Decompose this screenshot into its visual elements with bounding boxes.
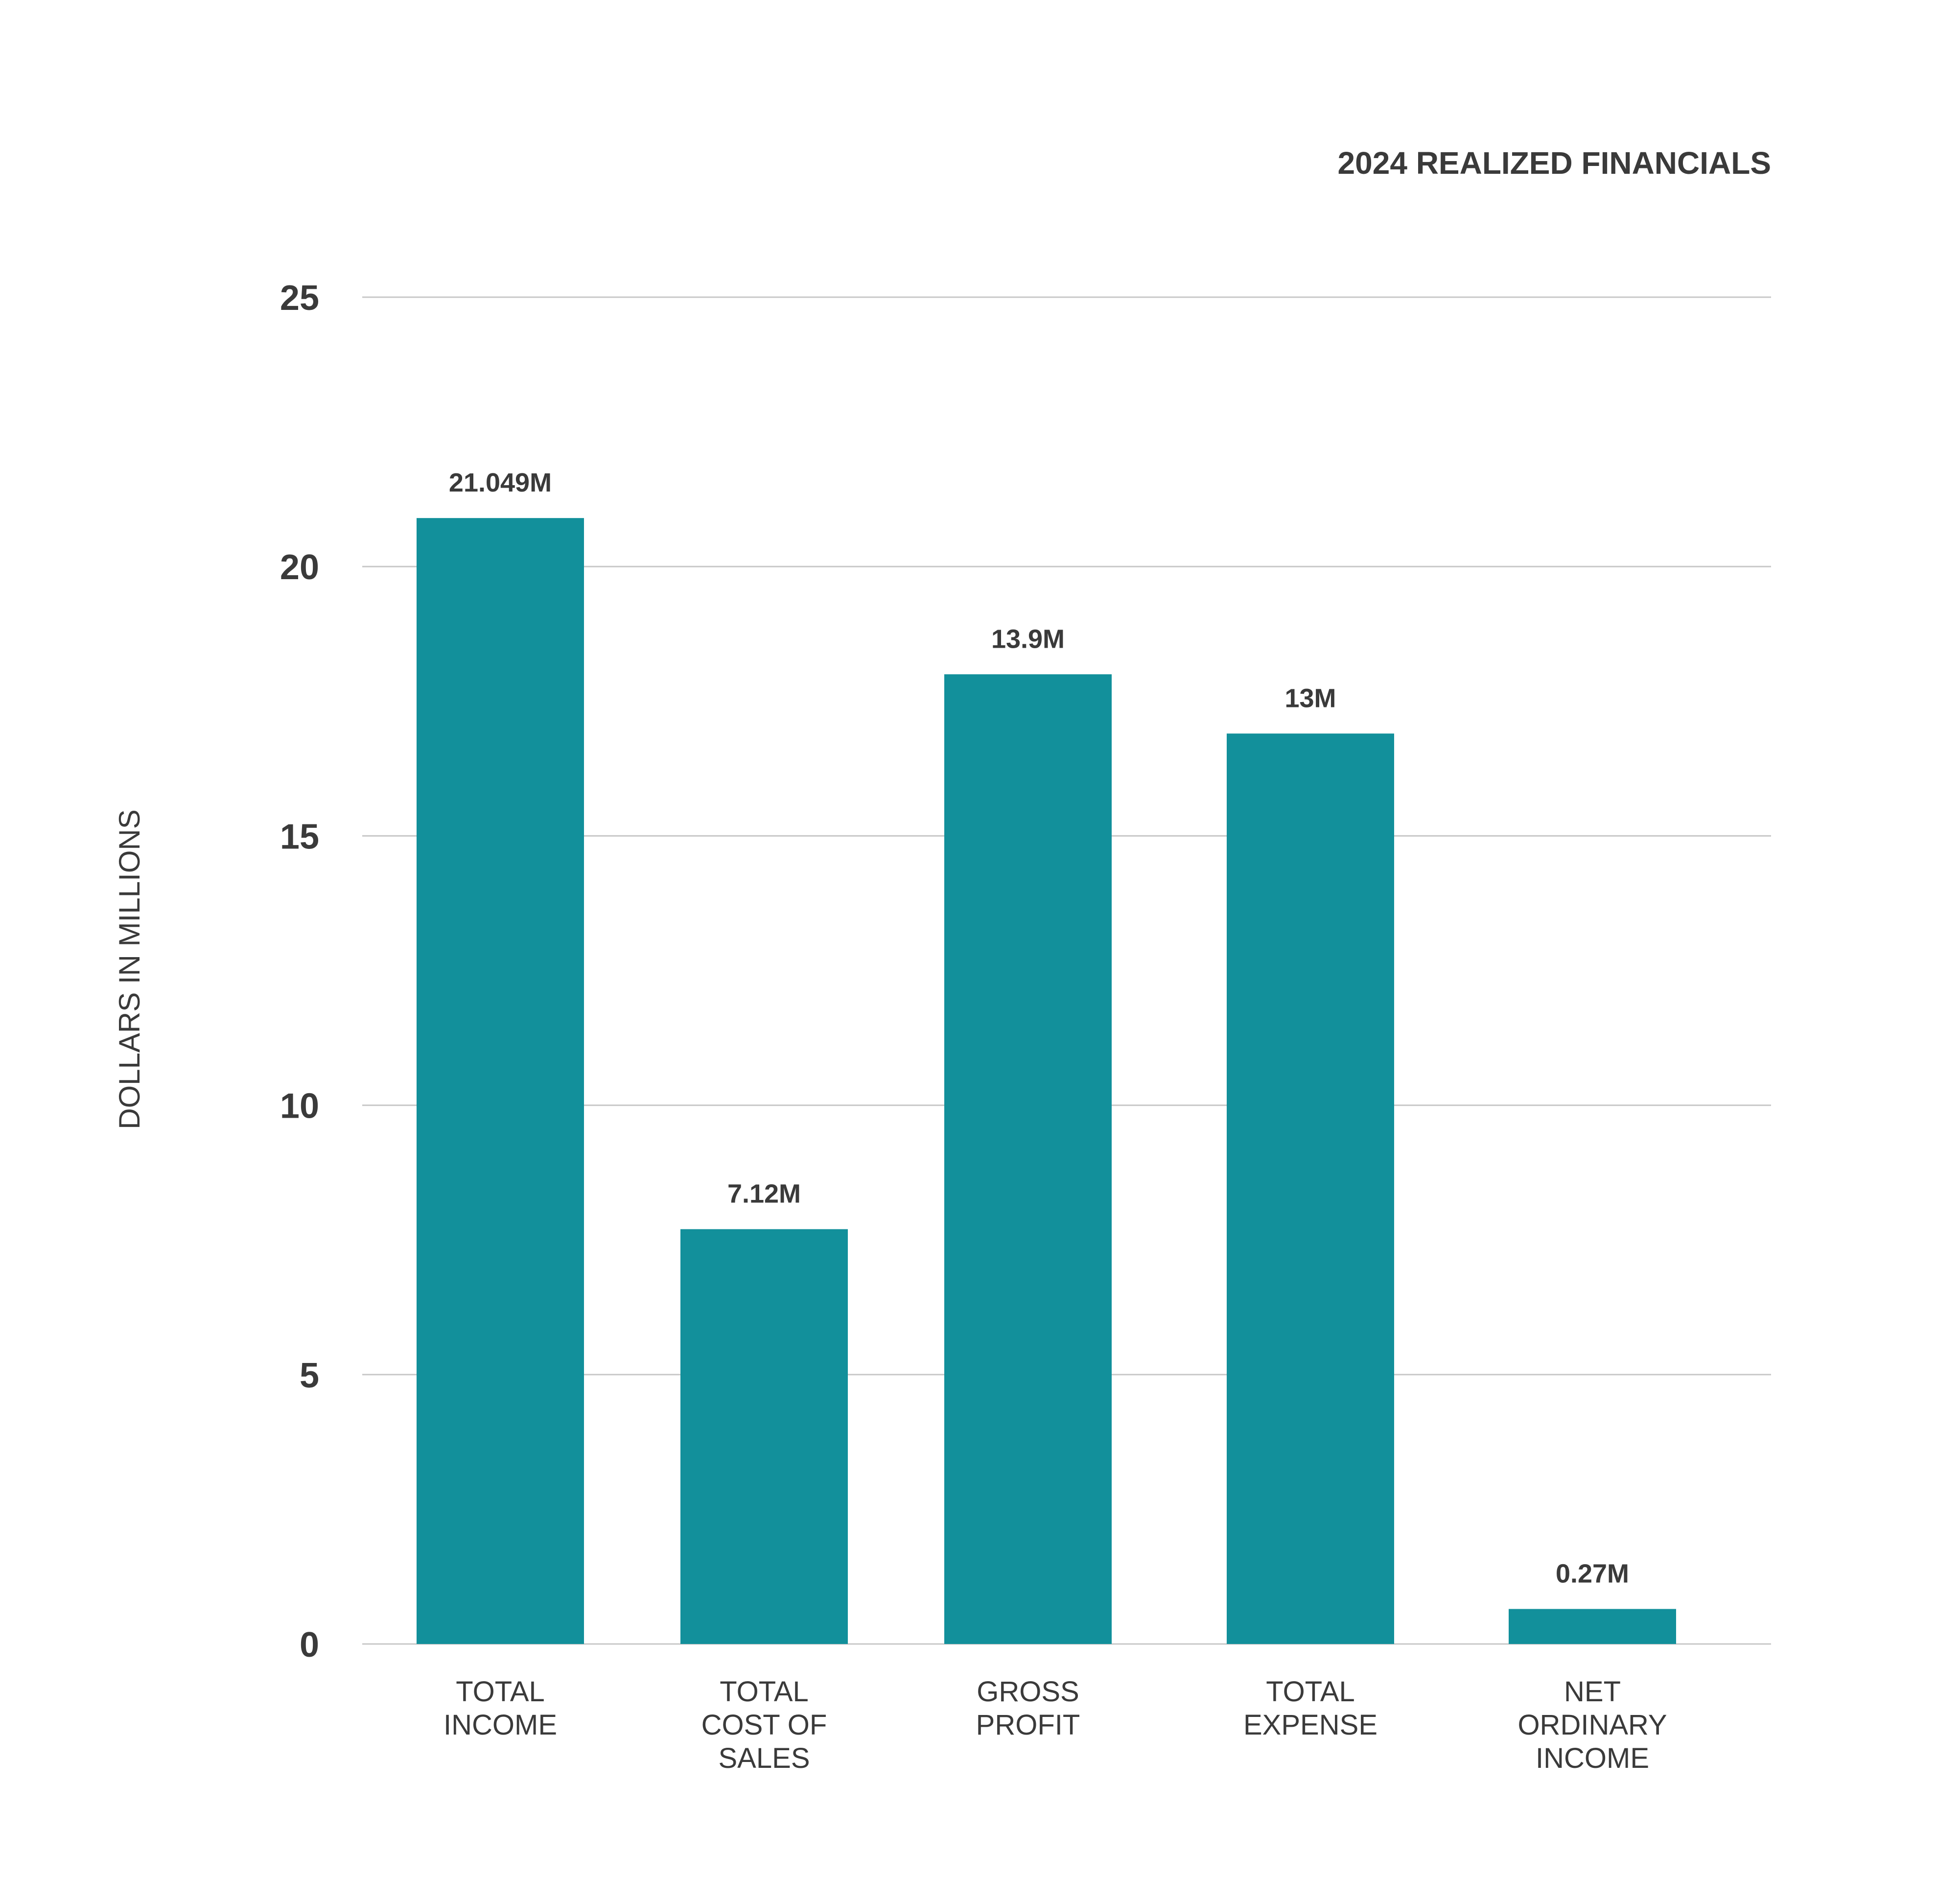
data-label: 13M (1284, 683, 1336, 713)
y-tick-label: 10 (280, 1087, 319, 1126)
bar (1509, 1609, 1676, 1644)
x-tick-label-line: NET (1564, 1676, 1621, 1708)
chart-title: 2024 REALIZED FINANCIALS (1338, 145, 1771, 181)
x-tick-label-line: TOTAL (456, 1676, 545, 1708)
y-axis-label: DOLLARS IN MILLIONS (113, 809, 146, 1129)
data-labels: 21.049M 7.12M 13.9M 13M 0.27M (449, 468, 1629, 1588)
data-label: 21.049M (449, 468, 552, 497)
y-tick-label: 0 (300, 1625, 319, 1665)
y-tick-label: 5 (300, 1356, 319, 1395)
x-tick-label: TOTAL EXPENSE (1243, 1676, 1377, 1741)
x-tick-label-line: PROFIT (976, 1709, 1080, 1741)
y-tick-label: 25 (280, 279, 319, 318)
x-tick-label-line: COST OF (701, 1709, 827, 1741)
x-tick-label: TOTAL COST OF SALES (701, 1676, 827, 1774)
x-tick-label: NET ORDINARY INCOME (1517, 1676, 1667, 1774)
x-tick-label-line: EXPENSE (1243, 1709, 1377, 1741)
bar (417, 518, 584, 1644)
y-tick-label: 15 (280, 817, 319, 856)
data-label: 0.27M (1556, 1559, 1629, 1588)
data-label: 13.9M (991, 624, 1065, 654)
bar (680, 1229, 848, 1644)
x-tick-label-line: ORDINARY (1517, 1709, 1667, 1741)
x-tick-label: TOTAL INCOME (443, 1676, 557, 1741)
x-tick-label-line: INCOME (1536, 1742, 1649, 1774)
data-label: 7.12M (727, 1179, 801, 1209)
x-tick-label-line: TOTAL (1266, 1676, 1355, 1708)
x-tick-label-line: SALES (719, 1742, 810, 1774)
bar (944, 674, 1112, 1644)
y-tick-label: 20 (280, 548, 319, 587)
bar (1227, 733, 1394, 1644)
x-tick-label: GROSS PROFIT (976, 1676, 1080, 1741)
y-axis-ticks: 0 5 10 15 20 25 (280, 279, 319, 1665)
x-tick-label-line: INCOME (443, 1709, 557, 1741)
x-tick-label-line: GROSS (977, 1676, 1079, 1708)
bars (417, 518, 1676, 1644)
x-tick-label-line: TOTAL (720, 1676, 809, 1708)
